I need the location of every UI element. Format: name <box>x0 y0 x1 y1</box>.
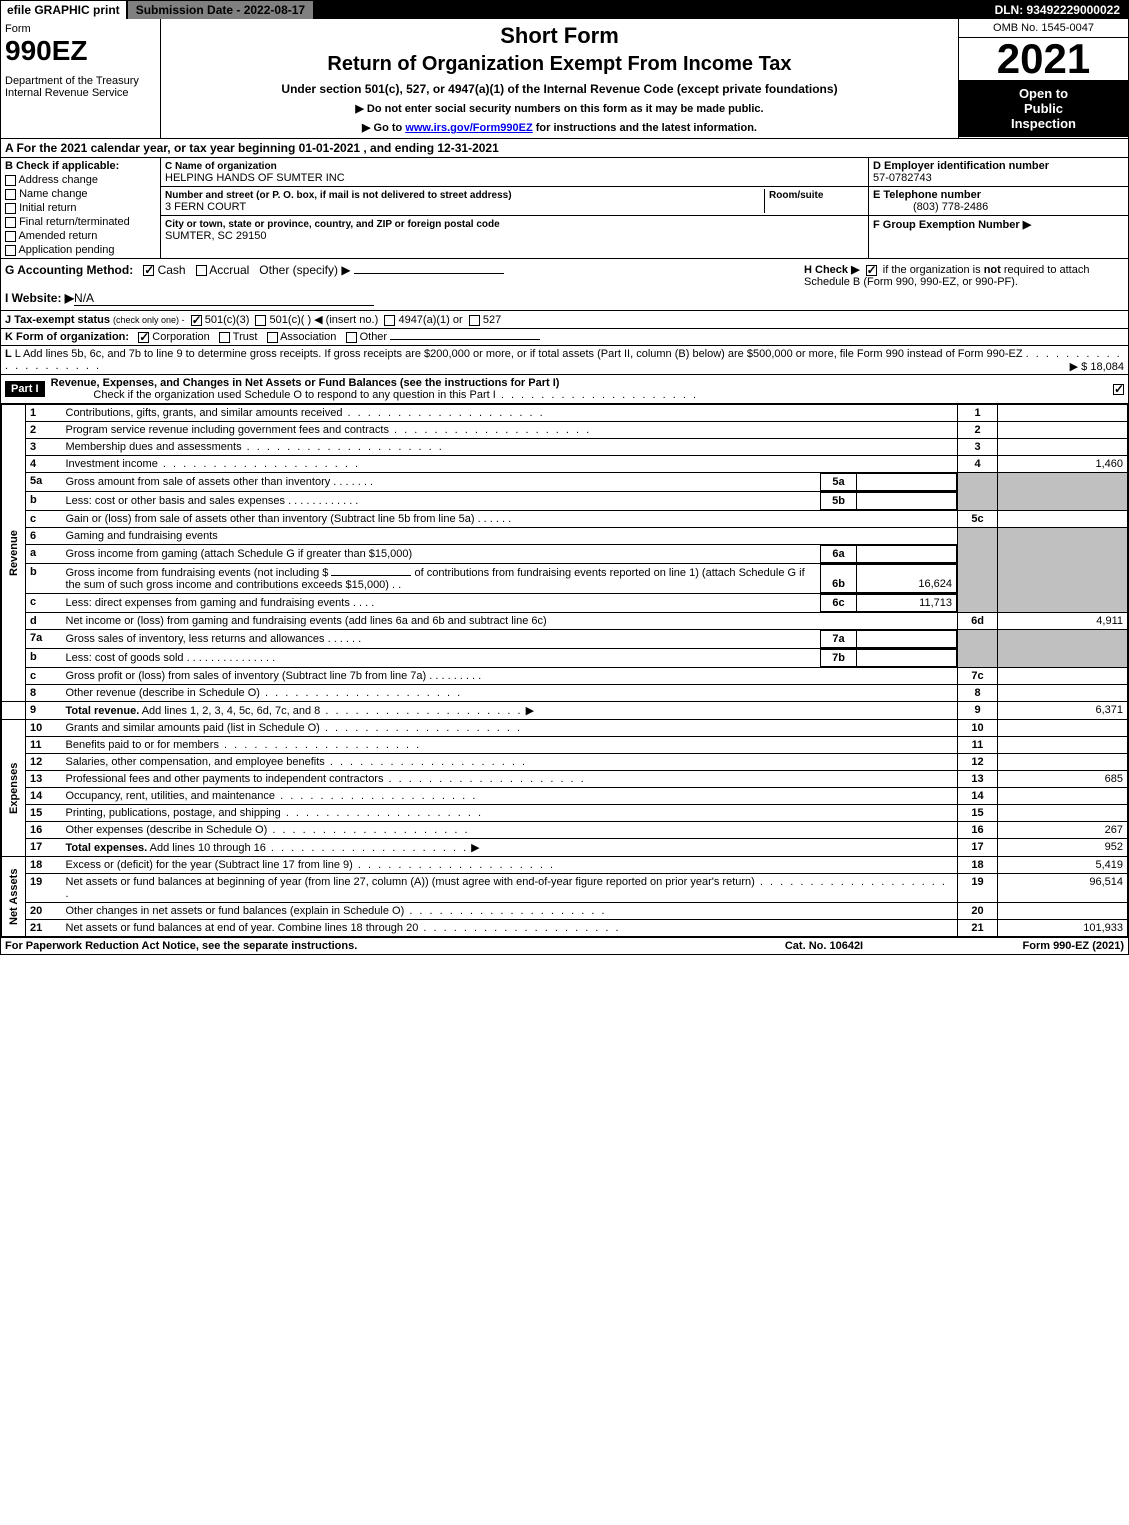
chk-trust[interactable] <box>219 332 230 343</box>
chk-other-org[interactable] <box>346 332 357 343</box>
row-l-gross: L L Add lines 5b, 6c, and 7b to line 9 t… <box>1 346 1128 375</box>
i-label: I Website: ▶ <box>5 291 74 305</box>
group-label: F Group Exemption Number ▶ <box>873 219 1031 231</box>
h-label: H Check ▶ <box>804 264 860 276</box>
city-label: City or town, state or province, country… <box>165 219 500 230</box>
insp-3: Inspection <box>1011 116 1076 131</box>
side-expenses: Expenses <box>2 720 26 857</box>
form-subtitle: Under section 501(c), 527, or 4947(a)(1)… <box>165 82 954 96</box>
col-d-info: D Employer identification number 57-0782… <box>868 158 1128 258</box>
group-row: F Group Exemption Number ▶ <box>869 216 1128 233</box>
chk-h[interactable] <box>866 265 877 276</box>
part1-table: Revenue 1Contributions, gifts, grants, a… <box>1 404 1128 937</box>
row-j-taxexempt: J Tax-exempt status (check only one) - 5… <box>1 311 1128 329</box>
form-label: Form <box>5 23 156 35</box>
other-specify: Other (specify) ▶ <box>259 263 350 277</box>
tax-year: 2021 <box>959 38 1128 80</box>
inspection-badge: Open to Public Inspection <box>959 80 1128 137</box>
efile-label[interactable]: efile GRAPHIC print <box>1 1 128 19</box>
chk-initial[interactable]: Initial return <box>5 202 156 214</box>
dln-label: DLN: 93492229000022 <box>987 1 1128 19</box>
chk-assoc[interactable] <box>267 332 278 343</box>
paperwork-notice: For Paperwork Reduction Act Notice, see … <box>5 940 724 952</box>
room-label: Room/suite <box>769 190 823 201</box>
header-right: OMB No. 1545-0047 2021 Open to Public In… <box>958 19 1128 138</box>
phone-value: (803) 778-2486 <box>873 201 988 213</box>
chk-501c3[interactable] <box>191 315 202 326</box>
row-k-org: K Form of organization: Corporation Trus… <box>1 329 1128 346</box>
chk-527[interactable] <box>469 315 480 326</box>
chk-501c[interactable] <box>255 315 266 326</box>
chk-4947[interactable] <box>384 315 395 326</box>
street-label: Number and street (or P. O. box, if mail… <box>165 190 512 201</box>
phone-label: E Telephone number <box>873 189 981 201</box>
org-name: HELPING HANDS OF SUMTER INC <box>165 172 345 184</box>
header-row: Form 990EZ Department of the Treasury In… <box>1 19 1128 139</box>
irs-label: Internal Revenue Service <box>5 87 156 99</box>
ssn-note: ▶ Do not enter social security numbers o… <box>165 102 954 115</box>
row-g-accounting: G Accounting Method: Cash Accrual Other … <box>1 259 1128 311</box>
k-label: K Form of organization: <box>5 331 129 343</box>
g-label: G Accounting Method: <box>5 263 133 277</box>
form-number: 990EZ <box>5 35 156 67</box>
chk-final[interactable]: Final return/terminated <box>5 216 156 228</box>
section-a: A For the 2021 calendar year, or tax yea… <box>1 139 1128 158</box>
insp-1: Open to <box>1019 86 1068 101</box>
org-street: 3 FERN COURT <box>165 201 246 213</box>
insp-2: Public <box>1024 101 1063 116</box>
col-b-checkboxes: B Check if applicable: Address change Na… <box>1 158 161 258</box>
col-c-org: C Name of organization HELPING HANDS OF … <box>161 158 868 258</box>
phone-row: E Telephone number (803) 778-2486 <box>869 187 1128 216</box>
part1-check-text: Check if the organization used Schedule … <box>93 389 495 401</box>
c-name-label: C Name of organization <box>165 161 277 172</box>
chk-cash[interactable] <box>143 265 154 276</box>
form-container: efile GRAPHIC print Submission Date - 20… <box>0 0 1129 955</box>
chk-address[interactable]: Address change <box>5 174 156 186</box>
chk-name[interactable]: Name change <box>5 188 156 200</box>
chk-amended[interactable]: Amended return <box>5 230 156 242</box>
irs-link[interactable]: www.irs.gov/Form990EZ <box>405 122 532 134</box>
l-amount: ▶ $ 18,084 <box>1070 360 1124 373</box>
ein-label: D Employer identification number <box>873 160 1049 172</box>
chk-part1[interactable] <box>1113 384 1124 395</box>
part1-title: Revenue, Expenses, and Changes in Net As… <box>51 377 560 389</box>
header-center: Short Form Return of Organization Exempt… <box>161 19 958 138</box>
top-bar: efile GRAPHIC print Submission Date - 20… <box>1 1 1128 19</box>
l-text: L Add lines 5b, 6c, and 7b to line 9 to … <box>15 348 1023 360</box>
chk-pending[interactable]: Application pending <box>5 244 156 256</box>
short-form-title: Short Form <box>165 23 954 49</box>
part1-badge: Part I <box>5 381 45 397</box>
submission-date: Submission Date - 2022-08-17 <box>128 1 315 19</box>
cat-no: Cat. No. 10642I <box>724 940 924 952</box>
6b-contrib-input[interactable] <box>331 575 411 576</box>
org-name-row: C Name of organization HELPING HANDS OF … <box>161 158 868 187</box>
j-label: J Tax-exempt status <box>5 314 110 326</box>
side-netassets: Net Assets <box>2 857 26 937</box>
side-revenue: Revenue <box>2 405 26 702</box>
org-city-row: City or town, state or province, country… <box>161 216 868 244</box>
org-city: SUMTER, SC 29150 <box>165 230 266 242</box>
footer: For Paperwork Reduction Act Notice, see … <box>1 937 1128 954</box>
part1-header-row: Part I Revenue, Expenses, and Changes in… <box>1 375 1128 404</box>
form-ref: Form 990-EZ (2021) <box>924 940 1124 952</box>
chk-corp[interactable] <box>138 332 149 343</box>
dept-label: Department of the Treasury <box>5 75 156 87</box>
ein-value: 57-0782743 <box>873 172 932 184</box>
org-street-row: Number and street (or P. O. box, if mail… <box>161 187 868 216</box>
header-left: Form 990EZ Department of the Treasury In… <box>1 19 161 138</box>
h-check: H Check ▶ if the organization is not req… <box>804 263 1124 306</box>
form-title: Return of Organization Exempt From Incom… <box>165 53 954 76</box>
other-input[interactable] <box>354 273 504 274</box>
chk-accrual[interactable] <box>196 265 207 276</box>
url-note: ▶ Go to www.irs.gov/Form990EZ for instru… <box>165 121 954 134</box>
other-org-input[interactable] <box>390 339 540 340</box>
b-label: B Check if applicable: <box>5 160 119 172</box>
ein-row: D Employer identification number 57-0782… <box>869 158 1128 187</box>
row-bcd: B Check if applicable: Address change Na… <box>1 158 1128 259</box>
website-value: N/A <box>74 291 374 306</box>
